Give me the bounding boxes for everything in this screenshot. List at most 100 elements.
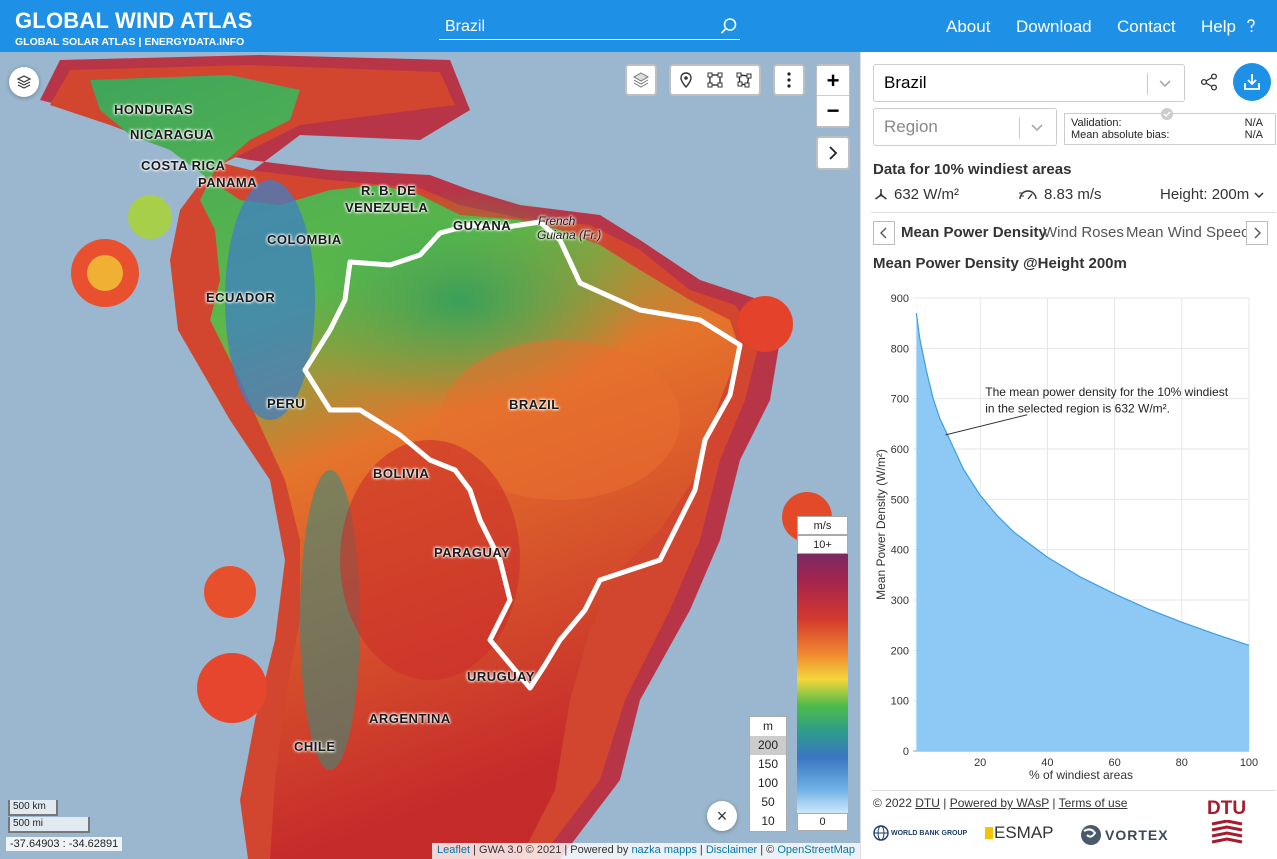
vortex-logo[interactable]: VORTEX [1079,823,1169,847]
region-select[interactable]: Region [873,108,1057,146]
dtu-logo[interactable]: DTU [1207,798,1246,846]
download-button[interactable] [1233,63,1271,101]
draw-rectangle-icon[interactable] [707,72,723,88]
tab-mean-power-density[interactable]: Mean Power Density [901,224,1047,241]
tabs-prev-button[interactable] [873,221,895,245]
label-guyana: GUYANA [453,218,512,233]
zoom-out-button[interactable]: − [817,96,849,126]
data-point [939,418,941,420]
globe-icon [873,825,889,841]
x-tick-label: 40 [1041,757,1053,769]
power-density-value: 632 W/m² [894,186,960,203]
app-subtitle-links[interactable]: GLOBAL SOLAR ATLAS | ENERGYDATA.INFO [15,36,245,48]
label-panama: PANAMA [198,175,258,190]
nazka-link[interactable]: nazka mapps [631,844,697,856]
label-venezuela-line1: R. B. DE [361,183,417,198]
height-unit: m [763,719,773,733]
location-search [439,14,740,40]
y-tick-label: 0 [903,746,909,758]
y-tick-label: 200 [891,645,909,657]
height-option-150[interactable]: 150 [757,757,779,771]
legend-color-bar [797,554,848,815]
dtu-link[interactable]: DTU [915,796,940,810]
basemap-button[interactable] [625,64,657,96]
search-icon[interactable] [720,17,738,35]
data-point [932,398,934,400]
area-fill [916,313,1249,751]
app-title[interactable]: GLOBAL WIND ATLAS [15,8,253,33]
leaflet-link[interactable]: Leaflet [437,844,471,856]
nav-about[interactable]: About [946,17,991,36]
label-french-guiana-line2: Guiana (Fr.) [537,228,602,242]
osm-link[interactable]: OpenStreetMap [777,844,855,856]
data-point [1080,576,1082,578]
y-tick-label: 500 [891,494,909,506]
data-section-title: Data for 10% windiest areas [873,161,1072,178]
copyright: © 2022 [873,796,912,810]
height-option-200[interactable]: 200 [750,736,786,755]
country-select[interactable]: Brazil [873,64,1185,102]
data-point [1114,593,1116,595]
y-tick-label: 700 [891,394,909,406]
dtu-logo-text: DTU [1207,798,1247,819]
data-point [1147,608,1149,610]
chevron-down-icon [1159,80,1171,88]
height-dropdown[interactable]: Height: 200m [1160,186,1265,203]
marker-icon[interactable] [678,72,694,88]
draw-polygon-icon[interactable] [736,72,752,88]
map-attribution: Leaflet | GWA 3.0 © 2021 | Powered by na… [432,843,860,859]
data-point [919,337,921,339]
nav-help[interactable]: Help [1201,17,1257,37]
data-point [1248,644,1250,646]
nav-contact[interactable]: Contact [1117,17,1176,36]
data-point [979,494,981,496]
label-venezuela-line2: VENEZUELA [345,200,429,215]
label-french-guiana-line1: French [538,214,576,228]
esmap-logo[interactable]: ESMAP [985,823,1054,843]
wind-speed-layer [40,55,832,859]
tab-wind-roses[interactable]: Wind Roses [1043,224,1124,241]
esmap-text: ESMAP [994,823,1054,842]
panel-footer: © 2022 DTU | Powered by WAsP | Terms of … [873,796,1127,810]
x-tick-label: 60 [1108,757,1120,769]
wind-map[interactable]: HONDURAS NICARAGUA COSTA RICA PANAMA R. … [0,52,860,859]
draw-toolbar [669,64,761,96]
layers-icon [16,75,32,89]
height-option-50[interactable]: 50 [761,795,775,809]
footer-sep: | [943,796,947,810]
world-bank-text: WORLD BANK GROUP [891,829,968,837]
close-selection-button[interactable]: × [707,801,737,831]
layers-toggle-button[interactable] [9,67,39,97]
expand-panel-button[interactable] [816,136,850,170]
divider [871,790,1276,791]
world-bank-logo[interactable]: WORLD BANK GROUP [873,825,967,841]
search-input[interactable] [445,16,715,38]
share-button[interactable] [1197,70,1221,94]
wasp-link[interactable]: Powered by WAsP [949,796,1050,810]
chevron-down-icon [1254,191,1264,198]
label-brazil: BRAZIL [509,397,560,412]
annotation-leader [945,414,1028,436]
x-tick-label: 80 [1176,757,1188,769]
height-option-100[interactable]: 100 [757,776,779,790]
zoom-in-button[interactable]: + [817,66,849,97]
more-options-button[interactable] [773,64,805,96]
esmap-mark [985,827,993,839]
power-density-chart[interactable]: 0 100 200 300 400 500 600 700 800 900 20 40 60 80 100 T… [861,280,1277,790]
terms-link[interactable]: Terms of use [1058,796,1128,810]
divider [871,212,1276,213]
label-argentina: ARGENTINA [369,711,451,726]
tabs-next-button[interactable] [1246,221,1268,245]
height-value: Height: 200m [1160,186,1250,203]
disclaimer-link[interactable]: Disclaimer [705,844,758,856]
wind-speed-stat: 8.83 m/s [1018,186,1102,203]
y-tick-label: 300 [891,595,909,607]
tab-mean-wind-speed[interactable]: Mean Wind Speed [1126,224,1250,241]
chevron-right-icon [829,146,838,160]
label-ecuador: ECUADOR [206,290,276,305]
legend-min: 0 [797,813,848,831]
height-selector: m 200 150 100 50 10 [749,716,787,832]
nav-download[interactable]: Download [1016,17,1092,36]
footer-sep: | [1052,796,1056,810]
height-option-10[interactable]: 10 [761,814,775,828]
